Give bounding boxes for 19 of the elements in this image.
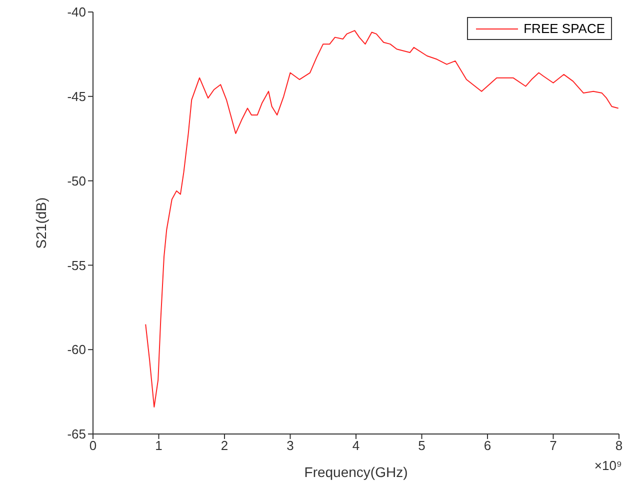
text: ×10⁹ bbox=[594, 458, 622, 473]
legend-label: FREE SPACE bbox=[524, 21, 605, 36]
x-axis-title: Frequency(GHz) bbox=[304, 464, 408, 480]
x-tick-label: 7 bbox=[550, 438, 557, 454]
y-tick-label: -50 bbox=[67, 173, 86, 188]
x-tick-label: 3 bbox=[286, 438, 294, 454]
x-tick-label: 0 bbox=[89, 438, 97, 454]
y-tick-label: -65 bbox=[67, 426, 86, 442]
x-tick-label: 1 bbox=[155, 438, 162, 454]
x-tick-label: 8 bbox=[615, 438, 623, 454]
y-tick-label: -60 bbox=[67, 342, 86, 358]
x-tick-label: 4 bbox=[352, 438, 360, 454]
y-tick-label: -45 bbox=[67, 89, 86, 104]
y-axis-title: S21(dB) bbox=[32, 197, 49, 249]
y-tick-label: -55 bbox=[67, 258, 86, 273]
x-tick-label: 5 bbox=[418, 438, 426, 454]
x-tick-label: 6 bbox=[484, 438, 492, 454]
x-tick-label: 2 bbox=[220, 438, 228, 454]
y-tick-label: -40 bbox=[67, 4, 86, 20]
